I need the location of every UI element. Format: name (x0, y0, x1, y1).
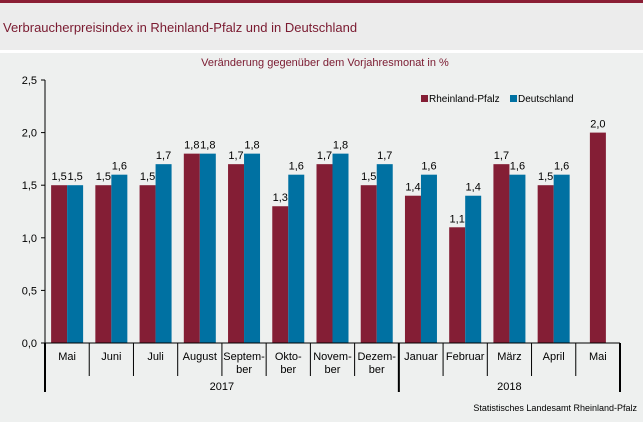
data-label-rheinland-pfalz: 1,1 (450, 213, 465, 225)
data-label-rheinland-pfalz: 1,5 (361, 171, 376, 183)
data-label-rheinland-pfalz: 1,5 (96, 171, 111, 183)
bar-rheinland-pfalz (589, 132, 606, 343)
data-label-deutschland: 1,7 (156, 150, 171, 162)
header-accent-bar (0, 0, 643, 3)
data-label-rheinland-pfalz: 1,7 (494, 150, 509, 162)
bars: 1,5 1,5 1,51,61,51,71,8 1,81,71,81,31,61,71… (51, 119, 606, 343)
x-tick-label: Juli (147, 351, 164, 363)
x-tick-label: August (183, 351, 217, 363)
year-group-label: 2017 (210, 381, 234, 393)
bar-deutschland (553, 174, 570, 343)
legend-swatch-rheinland-pfalz (421, 95, 428, 102)
x-tick-label: Februar (446, 351, 485, 363)
bar-deutschland (465, 195, 482, 343)
bar-deutschland (420, 174, 437, 343)
bar-deutschland (155, 164, 172, 343)
page-title: Verbraucherpreisindex in Rheinland-Pfalz… (3, 20, 358, 35)
data-label-rheinland-pfalz: 1,5 (140, 171, 155, 183)
x-tick-label: ber (369, 364, 385, 376)
y-tick-label: 1,5 (22, 180, 37, 192)
bar-deutschland (244, 153, 261, 343)
y-axis: 0,0 0,5 1,0 1,5 2,0 2,5 (22, 75, 46, 350)
bar-deutschland (67, 185, 84, 343)
bar-rheinland-pfalz (316, 164, 333, 343)
y-tick-label: 0,0 (22, 338, 37, 350)
data-label-deutschland: 1,6 (112, 161, 127, 173)
data-label-deutschland: 1,7 (377, 150, 392, 162)
legend: Rheinland-Pfalz Deutschland (421, 94, 574, 105)
bar-deutschland (288, 174, 305, 343)
bar-rheinland-pfalz (139, 185, 156, 343)
data-label-deutschland: 1,5 (67, 171, 82, 183)
x-tick-label: Septem- (223, 351, 265, 363)
x-tick-label: Mai (589, 351, 607, 363)
legend-label-rheinland-pfalz: Rheinland-Pfalz (429, 94, 500, 105)
x-tick-label: ber (325, 364, 341, 376)
x-tick-label: Dezem- (357, 351, 396, 363)
x-axis: Mai Juni Juli August Septem-berOkto-berNovem… (44, 342, 621, 393)
data-label-rheinland-pfalz: 1,4 (405, 182, 420, 194)
header-separator (0, 50, 643, 53)
data-label-rheinland-pfalz: 1,5 (538, 171, 553, 183)
data-label-deutschland: 1,6 (554, 161, 569, 173)
header: Verbraucherpreisindex in Rheinland-Pfalz… (0, 3, 643, 50)
x-tick-label: ber (236, 364, 252, 376)
bar-deutschland (332, 153, 349, 343)
data-label-deutschland: 1,8 (333, 140, 348, 152)
y-tick-label: 1,0 (22, 233, 37, 245)
bar-deutschland (199, 153, 216, 343)
bar-rheinland-pfalz (493, 164, 510, 343)
data-label-rheinland-pfalz: 1,3 (273, 192, 288, 204)
x-tick-label: Juni (101, 351, 121, 363)
data-label-deutschland: 1,8 (200, 140, 215, 152)
data-label-rheinland-pfalz: 1,7 (228, 150, 243, 162)
data-label-deutschland: 1,6 (510, 161, 525, 173)
x-tick-label: März (497, 351, 521, 363)
bar-rheinland-pfalz (272, 206, 289, 343)
bar-deutschland (376, 164, 393, 343)
bar-rheinland-pfalz (228, 164, 245, 343)
data-label-deutschland: 1,6 (289, 161, 304, 173)
bar-deutschland (509, 174, 526, 343)
bar-rheinland-pfalz (95, 185, 112, 343)
x-tick-label: Januar (404, 351, 438, 363)
bar-rheinland-pfalz (537, 185, 554, 343)
data-label-deutschland: 1,4 (466, 182, 481, 194)
data-label-deutschland: 1,8 (244, 140, 259, 152)
source-note: Statistisches Landesamt Rheinland-Pfalz (473, 403, 637, 413)
y-tick-label: 0,5 (22, 285, 37, 297)
bar-rheinland-pfalz (51, 185, 68, 343)
bar-rheinland-pfalz (360, 185, 377, 343)
x-tick-label: Okto- (275, 351, 302, 363)
data-label-rheinland-pfalz: 1,8 (184, 140, 199, 152)
bar-rheinland-pfalz (449, 227, 466, 343)
bar-rheinland-pfalz (183, 153, 200, 343)
chart-subtitle: Veränderung gegenüber dem Vorjahresmonat… (201, 57, 449, 69)
data-label-rheinland-pfalz: 1,5 (51, 171, 66, 183)
bar-deutschland (111, 174, 128, 343)
x-tick-label: April (543, 351, 565, 363)
year-group-label: 2018 (497, 381, 521, 393)
x-tick-label: ber (280, 364, 296, 376)
legend-label-deutschland: Deutschland (518, 94, 574, 105)
x-tick-label: Mai (58, 351, 76, 363)
bar-rheinland-pfalz (404, 195, 421, 343)
data-label-rheinland-pfalz: 1,7 (317, 150, 332, 162)
y-tick-label: 2,0 (22, 128, 37, 140)
y-tick-label: 2,5 (22, 75, 37, 87)
x-tick-label: Novem- (313, 351, 352, 363)
data-label-deutschland: 1,6 (421, 161, 436, 173)
data-label-rheinland-pfalz: 2,0 (590, 119, 605, 131)
legend-swatch-deutschland (510, 95, 517, 102)
